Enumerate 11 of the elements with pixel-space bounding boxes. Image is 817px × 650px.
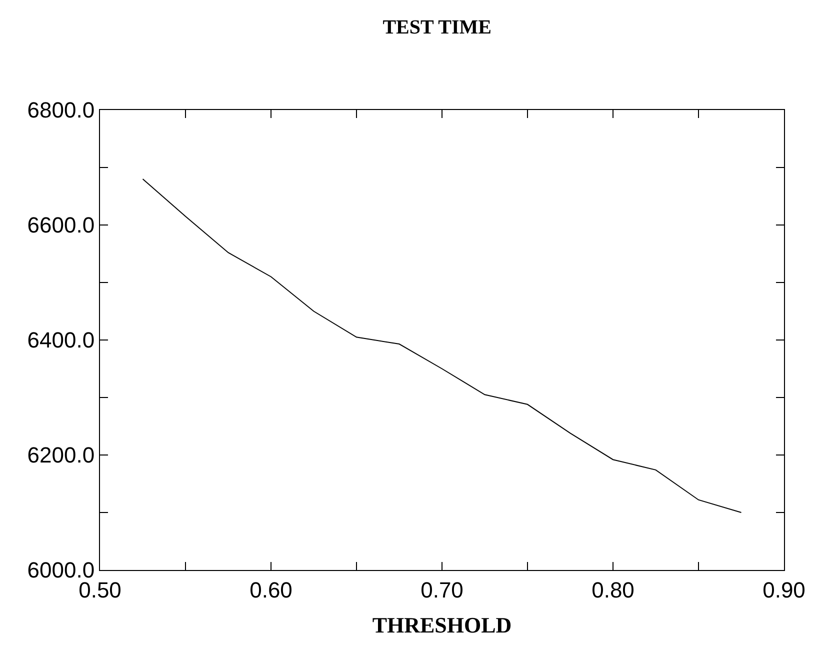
x-axis-title: THRESHOLD	[372, 612, 512, 638]
x-tick-label: 0.70	[420, 577, 464, 602]
y-tick-label: 6200.0	[27, 442, 95, 468]
line-series	[142, 178, 742, 513]
x-tick-label: 0.80	[592, 577, 634, 602]
x-tick-label: 0.90	[762, 577, 806, 602]
y-tick-label: 6600.0	[27, 212, 95, 238]
chart-title: TEST TIME	[382, 16, 492, 38]
y-tick-label: 6400.0	[27, 328, 95, 353]
x-tick-label: 0.60	[250, 577, 292, 602]
y-tick-label: 6800.0	[27, 98, 95, 123]
